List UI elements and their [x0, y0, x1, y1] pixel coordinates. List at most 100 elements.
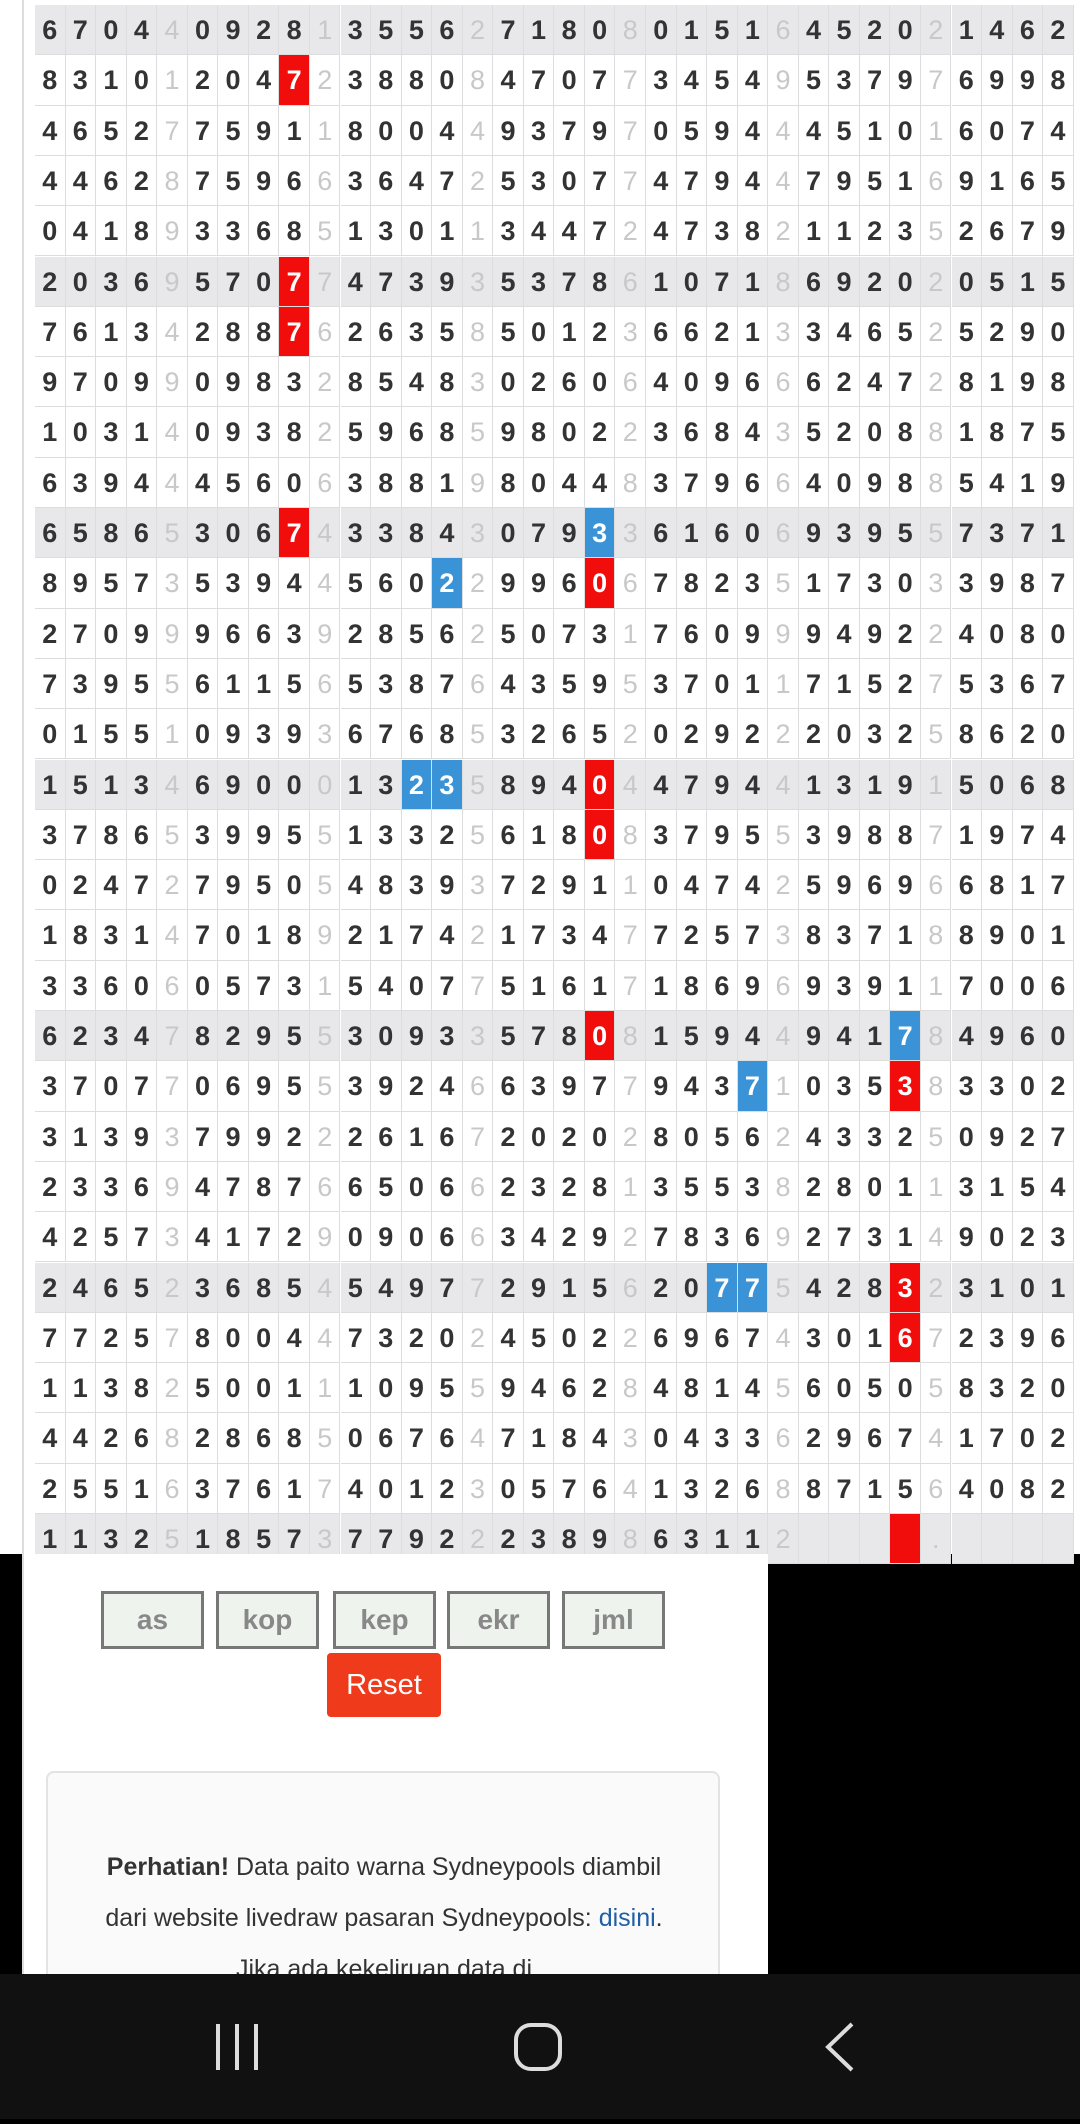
- digit-cell: 1: [798, 206, 830, 257]
- digit-cell: 2: [859, 5, 891, 56]
- separator-cell: 2: [462, 910, 494, 961]
- separator-cell: 2: [157, 1363, 188, 1414]
- digit-cell: 0: [401, 105, 433, 156]
- digit-cell: [890, 1514, 921, 1565]
- digit-cell: 9: [982, 558, 1013, 609]
- digit-cell: 1: [676, 5, 708, 56]
- digit-cell: 4: [340, 256, 372, 307]
- digit-cell: 7: [676, 206, 708, 257]
- back-icon[interactable]: [825, 2022, 854, 2072]
- digit-cell: 1: [737, 5, 769, 56]
- digit-cell: 0: [96, 608, 127, 659]
- digit-cell: 7: [65, 809, 97, 861]
- digit-cell: 7: [951, 960, 983, 1011]
- separator-cell: 5: [157, 508, 188, 559]
- digit-cell: 1: [35, 910, 66, 961]
- digit-cell: 5: [859, 658, 891, 710]
- digit-cell: 0: [126, 960, 158, 1011]
- digit-cell: 1: [1043, 910, 1074, 961]
- digit-cell: 2: [35, 1463, 66, 1514]
- digit-cell: 6: [248, 1463, 280, 1514]
- digit-cell: 3: [96, 1011, 127, 1062]
- digit-cell: 0: [1012, 1061, 1044, 1112]
- digit-cell: 5: [371, 1161, 402, 1213]
- digit-cell: 7: [187, 910, 219, 961]
- digit-cell: 9: [798, 508, 830, 559]
- digit-cell: [798, 1514, 830, 1565]
- digit-cell: 8: [187, 1011, 219, 1062]
- digit-cell: 9: [829, 1413, 860, 1464]
- digit-cell: 5: [432, 306, 463, 358]
- digit-cell: 3: [523, 105, 555, 156]
- digit-cell: 2: [890, 709, 921, 760]
- digit-cell: 4: [737, 759, 769, 810]
- separator-cell: 3: [768, 306, 799, 358]
- digit-cell: 7: [371, 256, 402, 307]
- digit-cell: 8: [1043, 55, 1074, 106]
- digit-cell: 0: [890, 105, 921, 156]
- digit-cell: 1: [1012, 457, 1044, 508]
- separator-cell: 2: [615, 1111, 646, 1162]
- digit-cell: 7: [554, 256, 585, 307]
- digit-cell: 9: [493, 558, 524, 609]
- digit-cell: 2: [982, 306, 1013, 358]
- digit-cell: 6: [1012, 1011, 1044, 1062]
- digit-cell: 5: [187, 558, 219, 609]
- digit-cell: 6: [371, 306, 402, 358]
- digit-cell: 9: [798, 1011, 830, 1062]
- digit-cell: 0: [401, 558, 433, 609]
- filter-button[interactable]: jml: [562, 1591, 665, 1649]
- digit-cell: 3: [187, 1262, 219, 1313]
- separator-cell: 1: [157, 709, 188, 760]
- digit-cell: 8: [187, 1312, 219, 1364]
- digit-cell: 0: [371, 105, 402, 156]
- separator-cell: 2: [462, 608, 494, 659]
- digit-cell: 5: [401, 5, 433, 56]
- digit-cell: 0: [401, 1212, 433, 1263]
- filter-button[interactable]: as: [101, 1591, 204, 1649]
- separator-cell: 2: [615, 709, 646, 760]
- digit-cell: 3: [35, 809, 66, 861]
- filter-button[interactable]: ekr: [447, 1591, 550, 1649]
- digit-cell: 2: [340, 608, 372, 659]
- digit-cell: 8: [554, 809, 585, 861]
- digit-cell: 4: [554, 759, 585, 810]
- separator-cell: 6: [768, 960, 799, 1011]
- digit-cell: 8: [523, 407, 555, 458]
- digit-cell: 4: [554, 206, 585, 257]
- digit-cell: 2: [1043, 1061, 1074, 1112]
- digit-cell: 0: [401, 960, 433, 1011]
- digit-cell: 0: [676, 256, 708, 307]
- digit-cell: 7: [646, 1212, 677, 1263]
- filter-button[interactable]: kop: [216, 1591, 319, 1649]
- separator-cell: 8: [462, 55, 494, 106]
- separator-cell: 5: [768, 558, 799, 609]
- digit-cell: 5: [859, 1061, 891, 1112]
- separator-cell: 2: [768, 1514, 799, 1565]
- reset-button[interactable]: Reset: [327, 1653, 441, 1717]
- separator-cell: 3: [768, 407, 799, 458]
- digit-cell: 0: [371, 1363, 402, 1414]
- digit-cell: 5: [126, 1312, 158, 1364]
- separator-cell: 7: [615, 105, 646, 156]
- digit-cell: 1: [35, 1363, 66, 1414]
- digit-cell: 7: [371, 709, 402, 760]
- digit-cell: 9: [982, 1111, 1013, 1162]
- home-icon[interactable]: [514, 2023, 562, 2071]
- digit-cell: 6: [279, 155, 310, 207]
- notice-link[interactable]: disini: [598, 1904, 656, 1932]
- digit-cell: 2: [35, 256, 66, 307]
- digit-cell: 3: [218, 558, 249, 609]
- digit-cell: 9: [829, 860, 860, 911]
- digit-cell: 7: [432, 960, 463, 1011]
- digit-cell: 8: [401, 508, 433, 559]
- separator-cell: 5: [920, 1111, 952, 1162]
- digit-cell: 4: [35, 155, 66, 207]
- separator-cell: 7: [157, 1061, 188, 1112]
- notice-text: Perhatian! Data paito warna Sydneypools …: [100, 1842, 668, 1995]
- digit-cell: 1: [279, 1463, 310, 1514]
- filter-button[interactable]: kep: [333, 1591, 436, 1649]
- digit-cell: 4: [859, 357, 891, 408]
- digit-cell: 0: [982, 759, 1013, 810]
- digit-cell: 2: [65, 1212, 97, 1263]
